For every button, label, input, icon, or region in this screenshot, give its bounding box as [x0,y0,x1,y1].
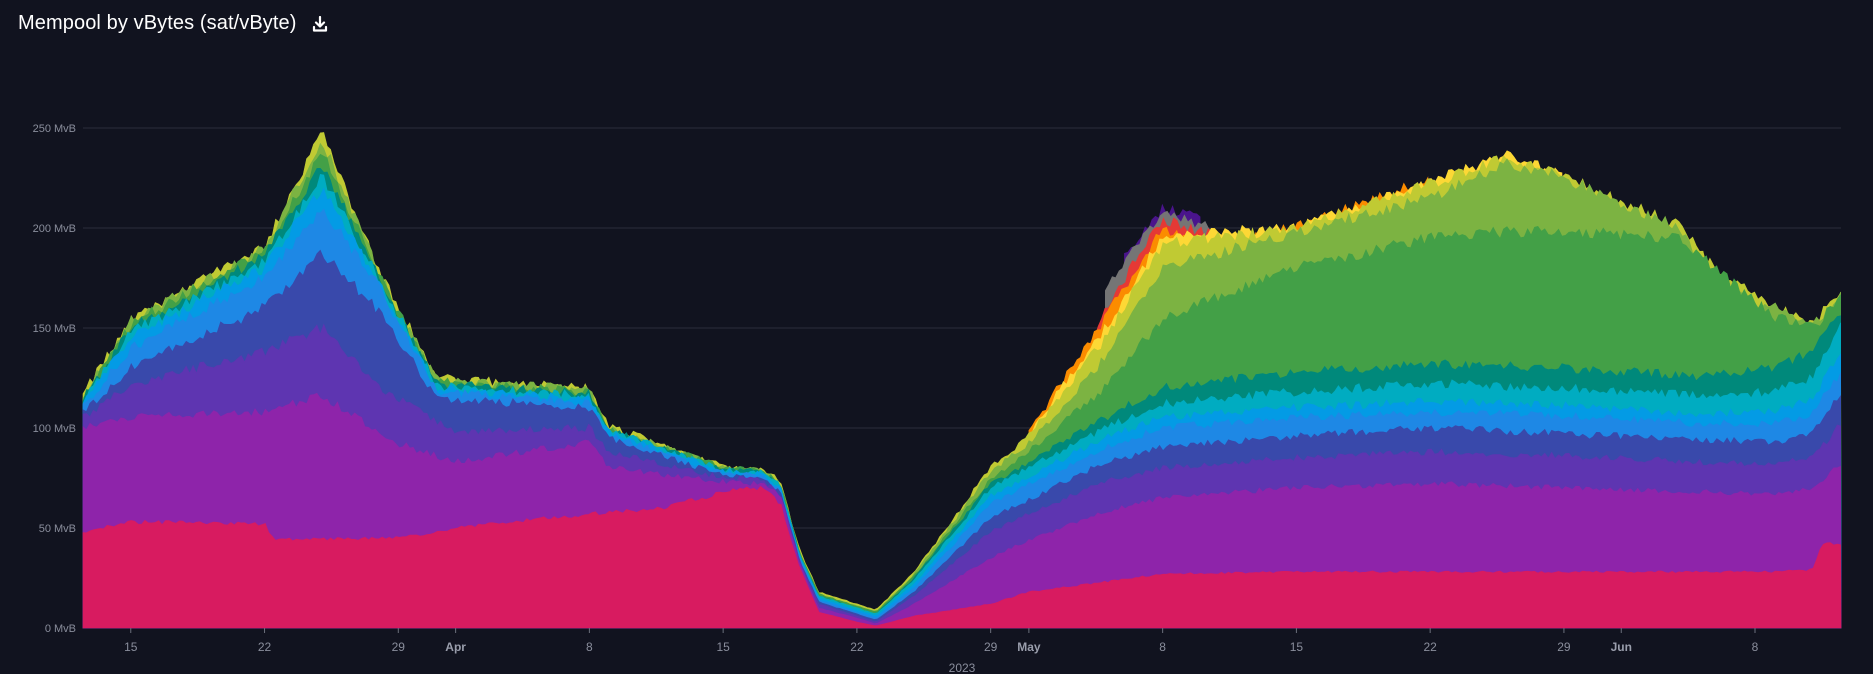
x-tick-label: 8 [586,640,593,654]
x-tick-label: 29 [392,640,406,654]
x-axis-year-label: 2023 [949,661,976,674]
x-axis: 15 22 29 Apr 8 15 22 29 May 8 15 22 29 Jun 8 [124,628,1759,654]
y-tick-label: 100 MvB [33,423,76,435]
x-tick-label: 15 [124,640,138,654]
x-tick-label: 29 [984,640,998,654]
x-tick-label: 8 [1752,640,1759,654]
x-tick-label: Apr [445,640,466,654]
chart-title: Mempool by vBytes (sat/vByte) [18,12,297,34]
y-tick-label: 200 MvB [33,223,76,235]
x-tick-label: 22 [1423,640,1437,654]
x-tick-label: 22 [850,640,864,654]
chart-header: Mempool by vBytes (sat/vByte) [18,12,331,35]
download-icon[interactable] [309,13,331,35]
x-tick-label: 22 [258,640,272,654]
y-tick-label: 150 MvB [33,323,76,335]
stacked-areas [82,132,1842,629]
x-tick-label: 8 [1159,640,1166,654]
x-tick-label: May [1017,640,1041,654]
y-tick-label: 0 MvB [45,623,76,635]
x-tick-label: 29 [1557,640,1571,654]
y-tick-label: 250 MvB [33,123,76,135]
y-tick-label: 50 MvB [39,523,76,535]
y-axis: 0 MvB 50 MvB 100 MvB 150 MvB 200 MvB 250 MvB [33,123,76,635]
area-series-0 [82,485,1842,629]
x-tick-label: 15 [716,640,730,654]
x-tick-label: Jun [1611,640,1632,654]
x-tick-label: 15 [1290,640,1304,654]
